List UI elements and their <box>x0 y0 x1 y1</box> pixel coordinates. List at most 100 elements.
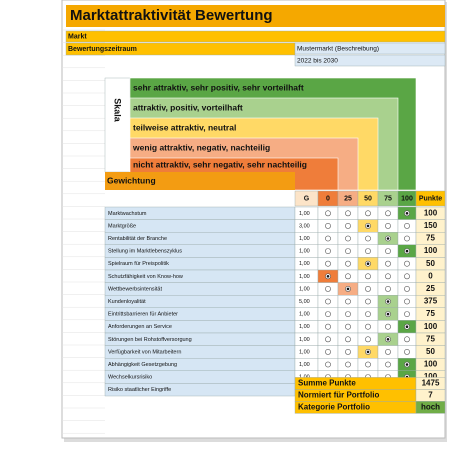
weight: 1,00 <box>299 362 310 368</box>
radio <box>365 248 371 254</box>
points: 375 <box>424 297 438 306</box>
radio <box>325 222 331 229</box>
header-cell <box>415 190 446 207</box>
radio-selected <box>405 249 409 253</box>
radio <box>365 311 371 317</box>
row-label: Wettbewerbsintensität <box>108 286 162 292</box>
header-label: 0 <box>326 195 330 202</box>
radio-selected <box>346 287 350 291</box>
row-label: Eintrittsbarrieren für Anbieter <box>108 312 178 318</box>
weight: 1,00 <box>299 211 310 217</box>
radio-selected <box>386 300 390 303</box>
info-value: 2022 bis 2030 <box>297 58 338 65</box>
row-label: Risiko staatlicher Eingriffe <box>108 387 171 393</box>
radio-selected <box>386 237 390 240</box>
points: 100 <box>424 322 438 331</box>
weight: 1,00 <box>299 274 310 280</box>
row-label: Schutzfähigkeit von Know-how <box>108 274 183 280</box>
radio <box>404 348 410 355</box>
row-label: Marktwachstum <box>108 211 147 217</box>
points: 50 <box>426 347 435 356</box>
radio <box>385 348 391 355</box>
radio <box>325 235 331 242</box>
summary-label: Normiert für Portfolio <box>298 391 379 400</box>
scale-level-label: sehr attraktiv, sehr positiv, sehr vorte… <box>133 82 304 92</box>
points: 100 <box>424 372 438 381</box>
radio <box>345 248 351 254</box>
row-label: Spielraum für Preispolitik <box>108 261 169 267</box>
radio-selected <box>405 363 409 366</box>
weight: 1,00 <box>299 261 310 267</box>
radio <box>325 285 331 292</box>
radio-selected <box>366 224 370 228</box>
radio <box>365 273 371 280</box>
radio <box>365 336 371 343</box>
radio <box>345 235 351 242</box>
radio <box>325 348 331 355</box>
radio <box>385 323 391 330</box>
radio <box>325 210 331 217</box>
radio <box>325 248 331 254</box>
title: Marktattraktivität Bewertung <box>70 7 273 24</box>
radio <box>385 361 391 368</box>
row-label: Stellung im Marktlebenszyklus <box>108 249 182 255</box>
summary-value: 7 <box>428 391 433 400</box>
weight: 1,00 <box>299 337 310 343</box>
header-label: 25 <box>344 195 352 202</box>
radio <box>345 336 351 343</box>
points: 75 <box>426 309 435 318</box>
radio <box>385 285 391 292</box>
title-bar <box>66 5 445 27</box>
radio <box>404 285 410 292</box>
radio-selected <box>386 312 390 316</box>
radio <box>365 235 371 242</box>
radio <box>325 323 331 330</box>
summary-label: Summe Punkte <box>298 379 356 388</box>
header-label: 100 <box>401 195 413 202</box>
radio-selected <box>366 262 370 266</box>
radio <box>404 222 410 229</box>
row-label: Störungen bei Rohstoffversorgung <box>108 337 192 343</box>
scale-level-label: teilweise attraktiv, neutral <box>133 122 236 132</box>
info-label: Bewertungszeitraum <box>68 46 137 53</box>
weight: 1,00 <box>299 236 310 242</box>
points: 50 <box>426 259 435 268</box>
radio-selected <box>386 338 390 341</box>
radio <box>325 361 331 368</box>
radio <box>345 323 351 330</box>
weighting-label: Gewichtung <box>107 175 156 185</box>
row-label: Marktgröße <box>108 223 136 229</box>
radio <box>365 361 371 368</box>
points: 75 <box>426 234 435 243</box>
points: 0 <box>428 271 433 280</box>
points: 25 <box>426 284 435 293</box>
radio <box>385 273 391 280</box>
radio <box>325 336 331 343</box>
radio-selected <box>405 212 409 215</box>
radio-selected <box>405 325 409 329</box>
weight: 1,00 <box>299 249 310 255</box>
radio <box>365 298 371 305</box>
radio <box>385 222 391 229</box>
row-label: Verfügbarkeit von Mitarbeitern <box>108 349 181 355</box>
radio <box>345 260 351 267</box>
radio <box>385 248 391 254</box>
radio-selected <box>326 275 330 278</box>
weighting-bar <box>105 172 295 190</box>
row-label: Abhängigkeit Gesetzgebung <box>108 362 177 368</box>
radio <box>365 285 371 292</box>
info-value: Mustermarkt (Beschreibung) <box>297 46 379 53</box>
scale-level-label: wenig attraktiv, negativ, nachteilig <box>132 142 270 152</box>
radio <box>385 260 391 267</box>
radio <box>345 348 351 355</box>
radio-selected <box>366 350 370 354</box>
points: 100 <box>424 208 438 217</box>
scale-level-label: nicht attraktiv, sehr negativ, sehr nach… <box>133 159 307 169</box>
header-label: 50 <box>364 195 372 202</box>
radio <box>325 298 331 305</box>
summary-value: 1475 <box>422 379 440 388</box>
points: 150 <box>424 221 438 230</box>
row-label: Wechselkursrisiko <box>108 375 152 381</box>
summary-label: Kategorie Portfolio <box>298 403 370 412</box>
